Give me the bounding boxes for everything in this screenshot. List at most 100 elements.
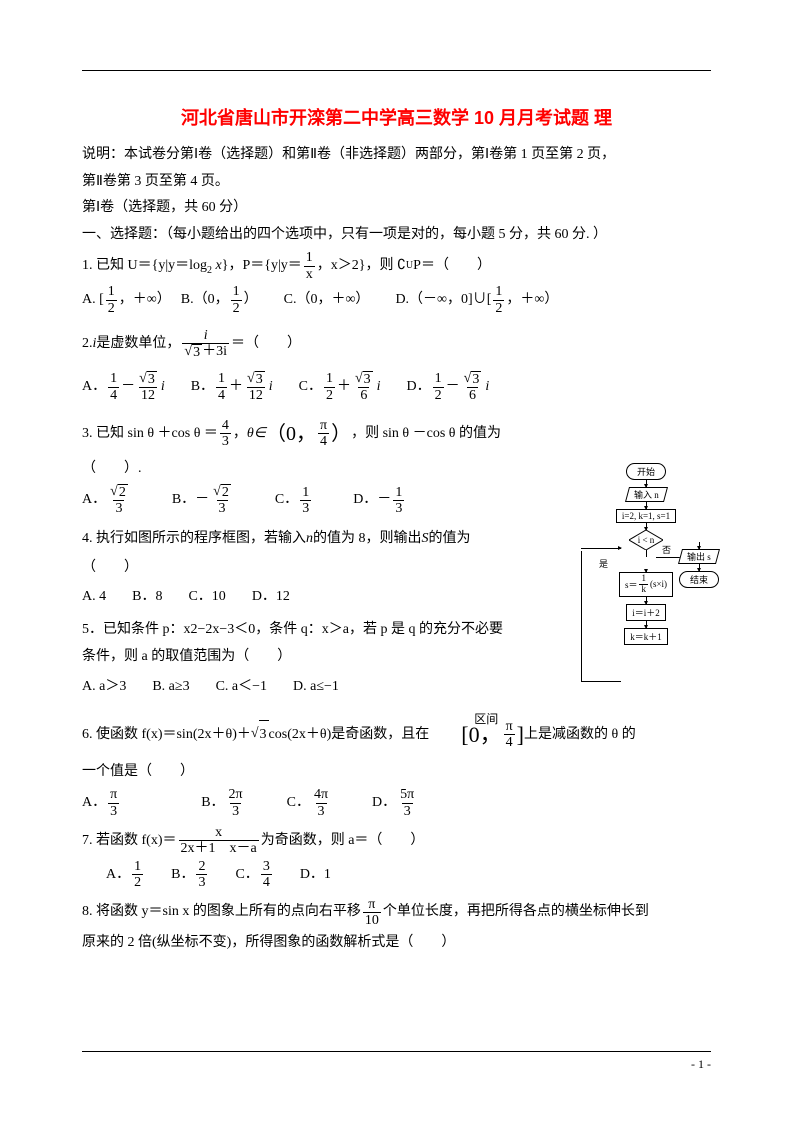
q6-d-num: 5π	[398, 787, 416, 802]
q1-options: A. [ 12 ，＋∞） B.（0， 12 ） C.（0，＋∞） D.（－∞，0…	[82, 284, 711, 316]
q3-b-den: 3	[217, 500, 228, 516]
fc-s-den: k	[639, 584, 648, 595]
flowchart-output: 输出 s	[678, 549, 720, 564]
q2-a-tail: i	[161, 373, 165, 401]
arrow-icon	[646, 597, 647, 604]
q2-a-a-den: 4	[108, 387, 119, 403]
q2-a-b-num-v: 3	[147, 371, 157, 387]
q7-a-den: 2	[132, 874, 143, 890]
radical-icon: √	[251, 720, 259, 748]
q6-interval-word: 区间	[474, 707, 498, 731]
q4-tail: （ ）	[82, 555, 542, 582]
q2-c-b-num-v: 3	[363, 371, 373, 387]
q7-a-num: 1	[132, 859, 143, 874]
q7-b-den: 3	[196, 874, 207, 890]
arrow-icon	[646, 523, 647, 530]
flowchart-assign-k: k＝k＋1	[624, 628, 668, 645]
q1-d-post: ，＋∞）	[506, 286, 558, 314]
q3-int-den: 4	[318, 433, 329, 449]
q6-a-label: A．	[82, 789, 106, 817]
q2-a-frac2: √312	[137, 371, 159, 404]
q1-mid3: P＝（ ）	[413, 252, 491, 280]
q7-a-frac: 12	[132, 859, 143, 891]
q3-d-num: 1	[393, 485, 404, 500]
q2-d-b-num-v: 3	[471, 371, 481, 387]
q5-a: A. a＞3	[82, 673, 126, 701]
q2-c-b-den: 6	[358, 387, 369, 403]
q7-c-frac: 34	[261, 859, 272, 891]
q7-b-label: B．	[171, 861, 194, 889]
q1-log: log2 x	[189, 252, 222, 281]
q2-options: A． 14 － √312 i B． 14 ＋ √312 i C． 12 ＋ √3…	[82, 371, 711, 404]
q3-a-den: 3	[113, 500, 124, 516]
arrow-icon	[646, 570, 647, 572]
q7-a-label: A．	[106, 861, 130, 889]
q1-c: C.（0，＋∞）	[284, 286, 370, 314]
q2-a-b-num: √3	[137, 371, 159, 387]
q7-b-frac: 23	[196, 859, 207, 891]
q6-c-frac: 4π3	[312, 787, 330, 819]
q7-num: x	[213, 825, 224, 840]
question-6: 6. 使函数 f(x)＝sin(2x＋θ)＋ √3 cos(2x＋θ)是奇函数，…	[82, 713, 711, 757]
q1-d-den: 2	[493, 300, 504, 316]
q3-c-frac: 13	[300, 485, 311, 517]
q4-options: A. 4 B．8 C．10 D．12	[82, 583, 542, 611]
q7-den-sep	[216, 841, 230, 856]
q7-den-a: 2x＋1	[181, 841, 216, 856]
q7-c-num: 3	[261, 859, 272, 874]
q6-c-den: 3	[316, 803, 327, 819]
q7-prefix: 7. 若函数 f(x)＝	[82, 827, 177, 855]
top-rule	[82, 70, 711, 71]
q4-c: C．10	[188, 583, 225, 611]
q7-c-label: C．	[235, 861, 258, 889]
q4-a: A. 4	[82, 583, 106, 611]
q2-d-a-num: 1	[433, 371, 444, 386]
q6-int-frac: π4	[504, 719, 515, 751]
q6-line2: 一个值是（ ）	[82, 759, 711, 786]
q3-a-num-v: 2	[118, 484, 128, 500]
q3-int-num: π	[318, 418, 329, 433]
q7-c-den: 4	[261, 874, 272, 890]
q2-c-sign: ＋	[337, 373, 351, 401]
q2-main-frac: i √3＋3i	[182, 328, 229, 361]
q5-line1: 5．已知条件 p：x2−2x−3＜0，条件 q：x＞a，若 p 是 q 的充分不…	[82, 617, 542, 644]
q7-den-b: x－a	[230, 841, 257, 856]
q4-s: S	[422, 525, 429, 553]
flowchart-end: 结束	[679, 571, 719, 588]
q6-a-frac: π3	[108, 787, 119, 819]
q6-sqrt: √3	[251, 720, 269, 749]
flowchart-decision: i < n	[629, 530, 663, 550]
q2-b-a-num: 1	[216, 371, 227, 386]
q6-a-num: π	[108, 787, 119, 802]
q5-d: D. a≤−1	[293, 673, 339, 701]
q3-mid1: ，	[233, 420, 247, 448]
arrow-icon	[699, 542, 700, 549]
q2-b-tail: i	[269, 373, 273, 401]
q1-d-num: 1	[493, 284, 504, 299]
q1-a-post: ，＋∞）	[119, 286, 171, 314]
q6-a-den: 3	[108, 803, 119, 819]
q3-b-frac: √23	[211, 484, 233, 517]
q2-d-frac1: 12	[433, 371, 444, 403]
radical-icon: √	[184, 344, 192, 359]
q2-b-b-num-v: 3	[255, 371, 265, 387]
q4-n: n	[306, 525, 313, 553]
flowchart-loopback-v	[581, 551, 582, 681]
q6-d-label: D．	[372, 789, 396, 817]
q2-sqrt: √3	[184, 344, 202, 360]
question-1: 1. 已知 U＝{y|y＝ log2 x }，P＝{y|y＝ 1 x ，x＞2}…	[82, 250, 711, 282]
footer-rule	[82, 1051, 711, 1052]
q4-l1c: 的值为	[429, 525, 471, 553]
q2-eq: ＝	[231, 330, 245, 358]
q2-c-a-num: 1	[324, 371, 335, 386]
q1-a-num: 1	[106, 284, 117, 299]
q2-d-b-num: √3	[462, 371, 484, 387]
q7-d: D．1	[300, 861, 331, 889]
q6-d-frac: 5π3	[398, 787, 416, 819]
q1-frac-den: x	[304, 266, 315, 282]
q2-d-b-den: 6	[467, 387, 478, 403]
flowchart-init: i=2, k=1, s=1	[616, 509, 676, 523]
q2-d-sign: －	[446, 373, 460, 401]
q2-c-label: C．	[299, 373, 322, 401]
line-icon	[656, 557, 680, 558]
